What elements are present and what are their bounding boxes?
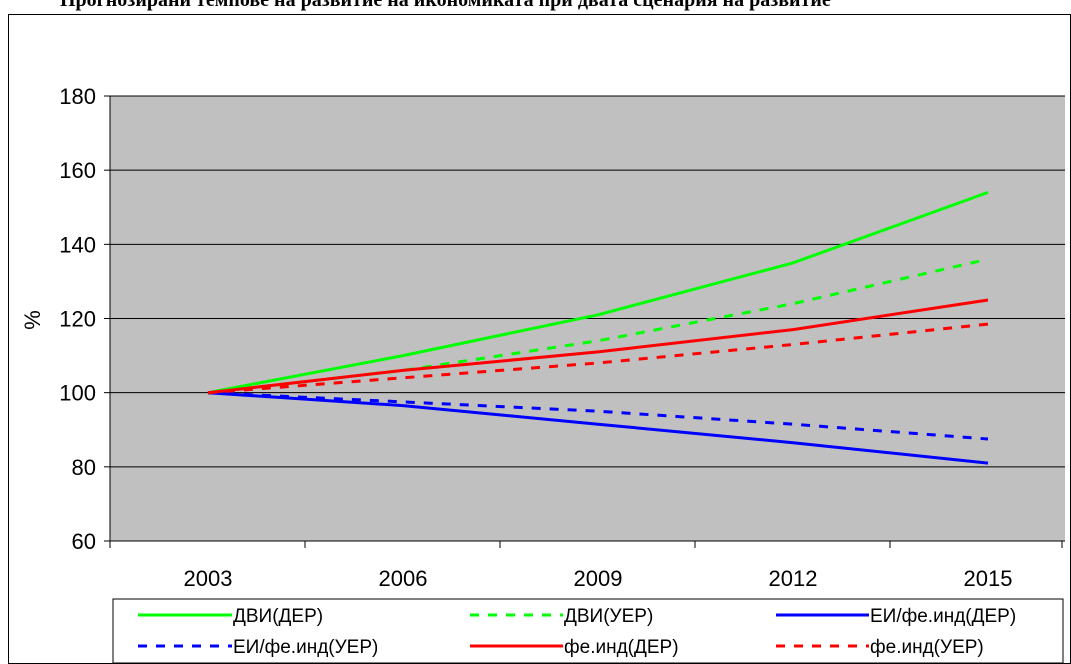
legend-label-3: ЕИ/фе.инд(УЕР) <box>233 637 378 658</box>
cropped-header-text: Прогнозирани темпове на развитие на икон… <box>0 0 1071 14</box>
legend: ДВИ(ДЕР) ДВИ(УЕР) ЕИ/фе.инд(ДЕР) ЕИ/фе.инд(… <box>112 598 1064 664</box>
y-tick-label: 100 <box>59 381 96 406</box>
legend-label-0: ДВИ(ДЕР) <box>233 606 323 627</box>
legend-label-5: фе.инд(УЕР) <box>870 637 984 658</box>
legend-label-1: ДВИ(УЕР) <box>564 606 653 627</box>
y-tick-label: 140 <box>59 232 96 257</box>
x-tick-label: 2012 <box>769 566 818 591</box>
series-line-3 <box>207 391 989 441</box>
x-tick-label: 2015 <box>964 566 1013 591</box>
series-line-2 <box>207 391 989 465</box>
series-line-4 <box>207 298 989 395</box>
x-tick-label: 2009 <box>574 566 623 591</box>
series-group <box>207 190 989 465</box>
x-tick-label: 2003 <box>184 566 233 591</box>
series-line-0 <box>207 190 989 395</box>
legend-label-2: ЕИ/фе.инд(ДЕР) <box>870 606 1016 627</box>
y-tick-label: 80 <box>72 455 96 480</box>
legend-label-4: фе.инд(ДЕР) <box>564 637 679 658</box>
axes: 60 80 100 120 140 160 180 2003 2006 2009 2012 2015 <box>59 84 1065 591</box>
y-tick-label: 180 <box>59 84 96 109</box>
y-tick-label: 160 <box>59 158 96 183</box>
x-tick-label: 2006 <box>379 566 428 591</box>
header-fragment: Прогнозирани темпове на развитие на икон… <box>60 0 831 11</box>
y-tick-label: 120 <box>59 307 96 332</box>
y-tick-label: 60 <box>72 529 96 554</box>
legend-box <box>112 598 1064 664</box>
series-line-5 <box>207 322 989 395</box>
y-axis-label: % <box>20 310 45 330</box>
